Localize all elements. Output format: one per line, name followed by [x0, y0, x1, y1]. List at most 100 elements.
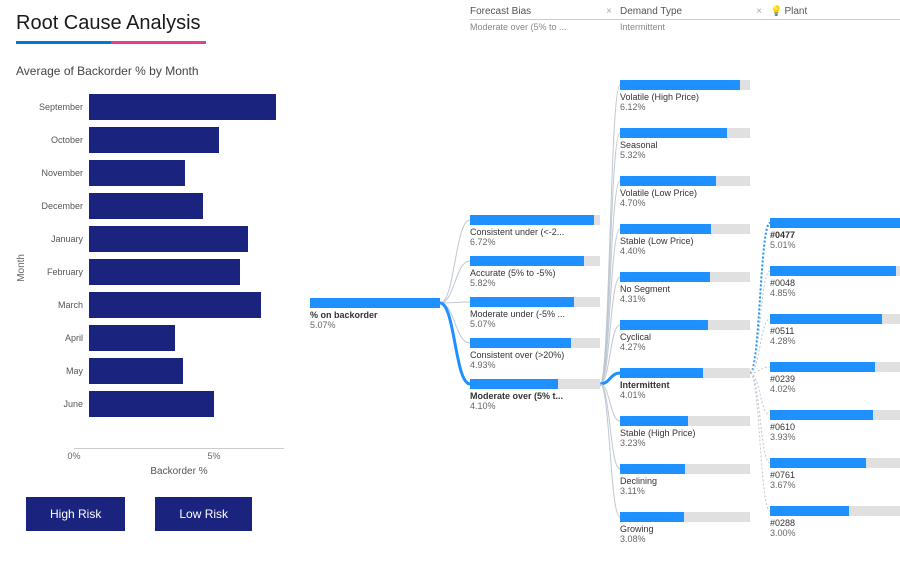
node-bar-fill — [770, 458, 866, 468]
tree-node[interactable]: Stable (High Price)3.23% — [620, 416, 750, 448]
node-bar — [620, 272, 750, 282]
bar-row: December — [31, 191, 284, 221]
node-bar — [470, 215, 600, 225]
node-label: #0288 — [770, 518, 900, 528]
bar-label: June — [31, 399, 89, 409]
tree-node[interactable]: Accurate (5% to -5%)5.82% — [470, 256, 600, 288]
node-bar — [770, 266, 900, 276]
node-value: 4.28% — [770, 336, 900, 346]
bar-label: November — [31, 168, 89, 178]
node-value: 4.93% — [470, 360, 600, 370]
bar-fill — [89, 292, 261, 318]
bar-fill — [89, 160, 185, 186]
node-bar-fill — [620, 272, 710, 282]
tree-node[interactable]: Cyclical4.27% — [620, 320, 750, 352]
high-risk-button[interactable]: High Risk — [26, 497, 125, 531]
bar-track — [89, 358, 284, 384]
x-tick: 5% — [207, 451, 220, 461]
tree-node[interactable]: Moderate under (-5% ...5.07% — [470, 297, 600, 329]
node-value: 6.72% — [470, 237, 600, 247]
node-bar-fill — [620, 320, 708, 330]
tree-node[interactable]: #05114.28%+ — [770, 314, 900, 346]
bar-label: May — [31, 366, 89, 376]
node-value: 4.02% — [770, 384, 900, 394]
bar-track — [89, 127, 284, 153]
node-bar — [470, 379, 600, 389]
tree-node[interactable]: % on backorder5.07% — [310, 298, 440, 330]
tree-node[interactable]: #06103.93%+ — [770, 410, 900, 442]
node-label: #0477 — [770, 230, 900, 240]
node-bar-fill — [620, 128, 727, 138]
node-bar — [770, 314, 900, 324]
node-label: Seasonal — [620, 140, 750, 150]
bar-row: February — [31, 257, 284, 287]
node-bar-fill — [470, 297, 574, 307]
node-value: 3.67% — [770, 480, 900, 490]
node-label: #0610 — [770, 422, 900, 432]
bar-track — [89, 325, 284, 351]
tree-node[interactable]: Volatile (Low Price)4.70% — [620, 176, 750, 208]
tree-node[interactable]: #02394.02%+ — [770, 362, 900, 394]
node-bar — [620, 416, 750, 426]
tree-node[interactable]: Volatile (High Price)6.12% — [620, 80, 750, 112]
tree-node[interactable]: Declining3.11% — [620, 464, 750, 496]
node-bar-fill — [770, 410, 873, 420]
node-value: 3.11% — [620, 486, 750, 496]
node-label: Moderate under (-5% ... — [470, 309, 600, 319]
low-risk-button[interactable]: Low Risk — [155, 497, 252, 531]
tree-node[interactable]: Intermittent4.01% — [620, 368, 750, 400]
bar-row: October — [31, 125, 284, 155]
tree-node[interactable]: Moderate over (5% t...4.10% — [470, 379, 600, 411]
tree-node[interactable]: Consistent over (>20%)4.93% — [470, 338, 600, 370]
node-bar-fill — [620, 512, 684, 522]
bar-fill — [89, 94, 276, 120]
bar-track — [89, 292, 284, 318]
tree-node[interactable]: Stable (Low Price)4.40% — [620, 224, 750, 256]
node-value: 4.85% — [770, 288, 900, 298]
node-label: Volatile (High Price) — [620, 92, 750, 102]
tree-node[interactable]: Seasonal5.32% — [620, 128, 750, 160]
bar-row: January — [31, 224, 284, 254]
tree-node[interactable]: Consistent under (<-2...6.72% — [470, 215, 600, 247]
node-bar-fill — [470, 379, 558, 389]
tree-node[interactable]: Growing3.08% — [620, 512, 750, 544]
bar-label: October — [31, 135, 89, 145]
node-bar — [470, 297, 600, 307]
node-bar-fill — [470, 215, 594, 225]
node-label: Intermittent — [620, 380, 750, 390]
tree-node[interactable]: No Segment4.31% — [620, 272, 750, 304]
node-bar — [470, 338, 600, 348]
node-bar-fill — [770, 266, 896, 276]
node-label: Moderate over (5% t... — [470, 391, 600, 401]
node-value: 3.23% — [620, 438, 750, 448]
tree-nodes: % on backorder5.07% Consistent under (<-2… — [300, 0, 900, 580]
node-bar — [770, 458, 900, 468]
node-value: 5.07% — [470, 319, 600, 329]
decomposition-tree: Forecast Bias×Moderate over (5% to ...De… — [300, 0, 900, 580]
node-label: Consistent under (<-2... — [470, 227, 600, 237]
tree-node[interactable]: #00484.85%+ — [770, 266, 900, 298]
bar-rows: SeptemberOctoberNovemberDecemberJanuaryF… — [31, 88, 284, 448]
node-label: Stable (High Price) — [620, 428, 750, 438]
bar-row: April — [31, 323, 284, 353]
bar-label: February — [31, 267, 89, 277]
tree-node[interactable]: #07613.67%+ — [770, 458, 900, 490]
node-bar-fill — [620, 368, 703, 378]
bar-label: March — [31, 300, 89, 310]
node-label: #0239 — [770, 374, 900, 384]
bar-chart-title: Average of Backorder % by Month — [16, 64, 284, 78]
node-bar-fill — [310, 298, 440, 308]
bar-row: November — [31, 158, 284, 188]
tree-node[interactable]: #02883.00%+ — [770, 506, 900, 538]
bar-label: January — [31, 234, 89, 244]
node-bar-fill — [620, 80, 740, 90]
node-label: #0761 — [770, 470, 900, 480]
node-label: #0048 — [770, 278, 900, 288]
bar-fill — [89, 226, 248, 252]
node-bar — [620, 464, 750, 474]
tree-node[interactable]: #04775.01%+ — [770, 218, 900, 250]
bar-track — [89, 160, 284, 186]
node-label: Stable (Low Price) — [620, 236, 750, 246]
node-bar — [310, 298, 440, 308]
bar-fill — [89, 358, 183, 384]
